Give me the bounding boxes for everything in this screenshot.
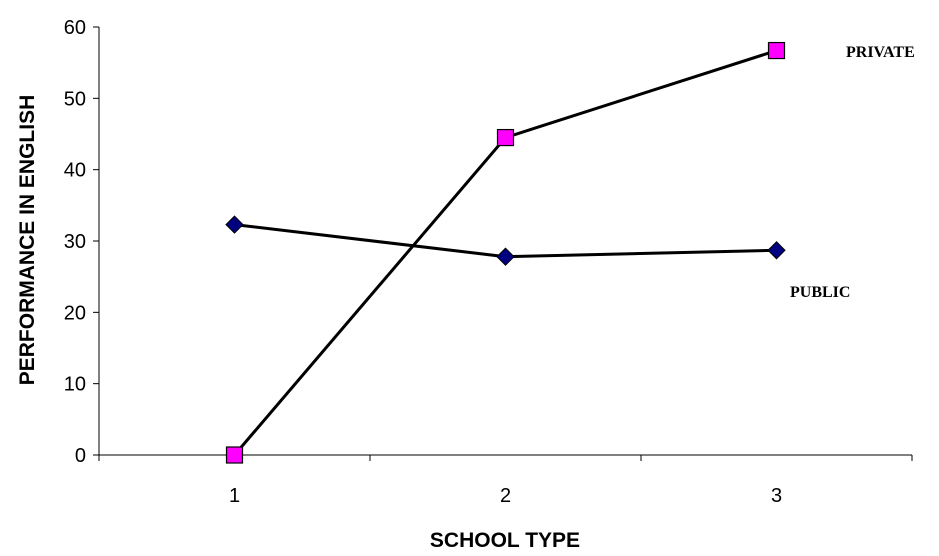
data-point-private (767, 41, 786, 60)
series-label-public: PUBLIC (790, 284, 850, 301)
x-tick-label: 3 (771, 485, 782, 507)
data-point-public (767, 241, 786, 260)
axes (98, 27, 912, 456)
y-axis-ticks: 0 10 20 30 40 50 60 (64, 17, 99, 467)
x-axis-ticks: 1 2 3 (98, 455, 913, 507)
y-tick-label: 20 (64, 302, 86, 324)
x-tick-label: 1 (229, 485, 240, 507)
y-tick-label: 30 (64, 231, 86, 253)
y-tick-label: 0 (75, 445, 86, 467)
series-markers (225, 41, 786, 464)
y-axis-title: PERFORMANCE IN ENGLISH (16, 95, 39, 386)
data-point-public (225, 215, 244, 234)
y-tick-label: 40 (64, 160, 86, 182)
x-axis-title: SCHOOL TYPE (430, 529, 580, 552)
series-label-private: PRIVATE (846, 44, 915, 61)
x-tick-label: 2 (500, 485, 511, 507)
y-tick-label: 60 (64, 17, 86, 39)
y-tick-label: 50 (64, 88, 86, 110)
data-point-private (225, 446, 244, 464)
data-point-private (496, 128, 515, 147)
data-point-public (496, 247, 515, 266)
y-tick-label: 10 (64, 374, 86, 396)
